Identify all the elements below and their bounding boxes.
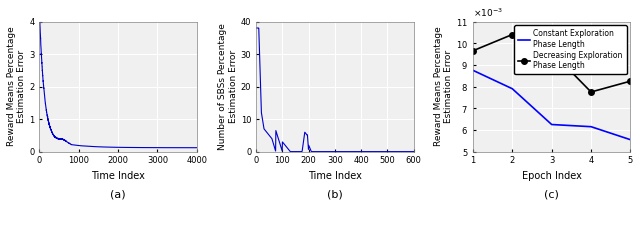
Line: Decreasing Exploration
Phase Length: Decreasing Exploration Phase Length [470,32,633,95]
Title: (c): (c) [544,190,559,200]
X-axis label: Time Index: Time Index [91,171,145,181]
Decreasing Exploration
Phase Length [469,50,477,52]
Line: Constant Exploration
Phase Length: Constant Exploration Phase Length [473,70,630,140]
Constant Exploration
Phase Length [469,69,477,72]
Title: (b): (b) [327,190,343,200]
Decreasing Exploration
Phase Length [627,80,634,83]
Constant Exploration
Phase Length [627,138,634,141]
Y-axis label: Reward Means Percentage
Estimation Error: Reward Means Percentage Estimation Error [434,27,453,146]
Decreasing Exploration
Phase Length [588,91,595,93]
Constant Exploration
Phase Length [588,125,595,128]
Constant Exploration
Phase Length [508,87,516,90]
Y-axis label: Reward Means Percentage
Estimation Error: Reward Means Percentage Estimation Error [7,27,26,146]
Legend: Constant Exploration
Phase Length, Decreasing Exploration
Phase Length: Constant Exploration Phase Length, Decre… [515,25,627,74]
Constant Exploration
Phase Length [548,123,556,126]
Y-axis label: Number of SBSs Percentage
Estimation Error: Number of SBSs Percentage Estimation Err… [218,23,238,150]
Decreasing Exploration
Phase Length [508,33,516,36]
X-axis label: Time Index: Time Index [308,171,362,181]
X-axis label: Epoch Index: Epoch Index [522,171,582,181]
Decreasing Exploration
Phase Length [548,51,556,53]
Title: (a): (a) [110,190,126,200]
